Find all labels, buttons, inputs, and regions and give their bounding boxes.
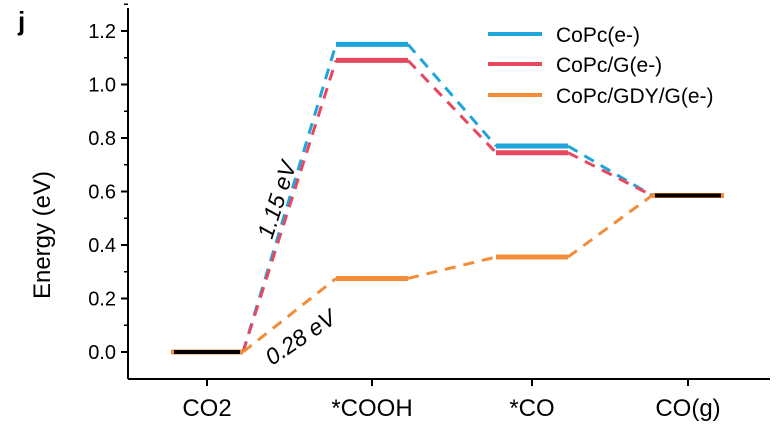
series-connector — [242, 277, 337, 354]
legend-label: CoPc(e-) — [556, 24, 640, 47]
y-tick-label: 0.6 — [88, 182, 116, 204]
y-axis-title: Energy (eV) — [29, 171, 56, 299]
series-connector — [567, 151, 653, 197]
series-connector — [406, 43, 498, 148]
x-tick-label: CO2 — [182, 395, 231, 422]
y-tick-label: 0.2 — [88, 289, 116, 311]
plot-area: 0.0 0.2 0.4 0.6 0.8 1.0 1.2 CO2 *COOH *CO CO(g) — [88, 3, 770, 422]
x-tick-label: CO(g) — [655, 395, 720, 422]
series-connector — [406, 59, 498, 154]
series-connector — [241, 59, 338, 353]
y-tick-label: 0.4 — [88, 235, 116, 257]
legend-label: CoPc/G(e-) — [556, 54, 662, 77]
x-tick-label: *CO — [509, 395, 554, 422]
x-tick-label: *COOH — [331, 395, 412, 422]
legend: CoPc(e-) CoPc/G(e-) CoPc/GDY/G(e-) — [488, 24, 714, 108]
barrier-annotation: 1.15 eV — [252, 156, 302, 242]
panel-label: j — [17, 6, 25, 36]
series-connector — [407, 255, 497, 280]
series-connector — [567, 194, 653, 259]
y-tick-label: 0.8 — [88, 128, 116, 150]
y-tick-label: 0.0 — [88, 342, 116, 364]
barrier-annotation: 0.28 eV — [260, 303, 342, 370]
legend-label: CoPc/GDY/G(e-) — [556, 85, 714, 108]
y-tick-label: 1.0 — [88, 75, 116, 97]
y-tick-label: 1.2 — [88, 21, 116, 43]
series-connector — [241, 43, 338, 353]
annotations: 1.15 eV 0.28 eV — [252, 156, 343, 371]
